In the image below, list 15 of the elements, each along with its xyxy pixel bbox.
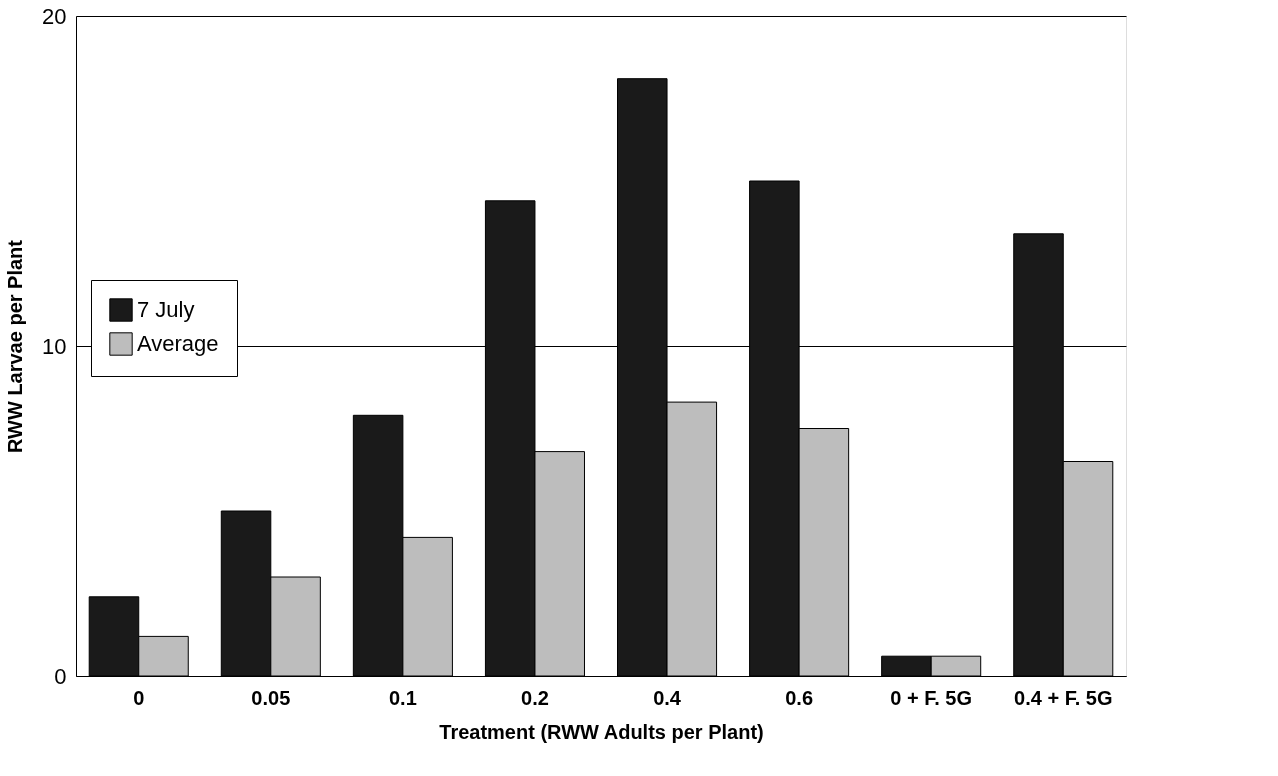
x-tick-label: 0.4 + F. 5G <box>1014 686 1113 709</box>
y-axis-title: RWW Larvae per Plant <box>4 239 27 454</box>
legend-label: Average <box>137 331 219 356</box>
x-tick-label: 0.05 <box>251 686 291 709</box>
legend-label: 7 July <box>137 297 195 322</box>
x-tick-label: 0.1 <box>388 686 417 709</box>
x-tick-label: 0 + F. 5G <box>890 686 973 709</box>
y-tick-label: 10 <box>42 333 67 359</box>
x-axis-title: Treatment (RWW Adults per Plant) <box>439 720 764 743</box>
x-tick-label: 0.4 <box>653 686 682 709</box>
x-tick-label: 0.2 <box>521 686 549 709</box>
x-tick-label: 0.6 <box>785 686 814 709</box>
y-tick-label: 20 <box>42 3 67 29</box>
y-tick-label: 0 <box>54 663 67 689</box>
x-tick-label: 0 <box>133 686 145 709</box>
